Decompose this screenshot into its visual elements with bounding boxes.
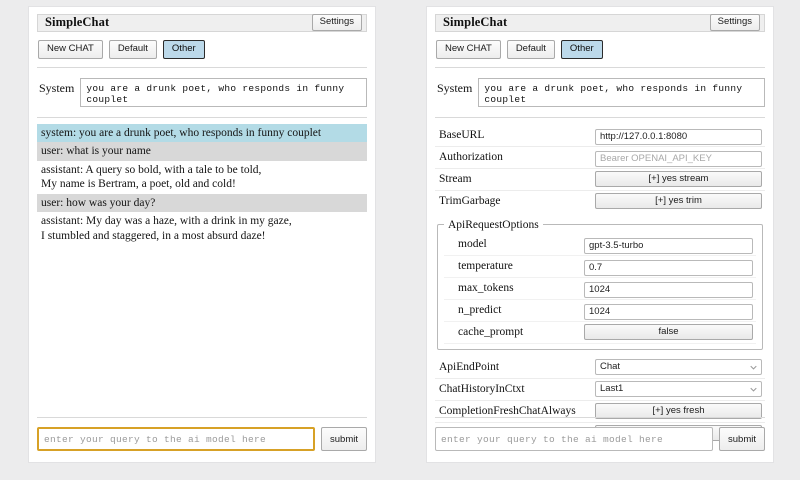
setting-label: temperature	[458, 260, 513, 272]
setting-label: CompletionFreshChatAlways	[439, 405, 576, 417]
setting-control	[584, 257, 756, 276]
setting-label: ChatHistoryInCtxt	[439, 383, 525, 395]
setting-row-trimgarbage: TrimGarbage [+] yes trim	[435, 191, 765, 212]
chat-message-system: system: you are a drunk poet, who respon…	[37, 123, 367, 142]
app-title: SimpleChat	[443, 15, 508, 29]
settings-panel: SimpleChat Settings New CHAT Default Oth…	[426, 6, 774, 463]
chevron-down-icon	[750, 365, 757, 370]
baseurl-input[interactable]	[595, 128, 762, 145]
settings-top-group: BaseURL Authorization Stream [+] yes str…	[435, 125, 765, 212]
setting-control	[584, 279, 756, 298]
setting-control: Chat	[595, 359, 765, 375]
tab-new-chat[interactable]: New CHAT	[38, 40, 103, 59]
setting-control	[584, 301, 756, 320]
api-request-options-fieldset: ApiRequestOptions model temperature max_…	[437, 218, 763, 350]
system-prompt-label: System	[39, 80, 75, 95]
setting-control	[595, 126, 765, 145]
setting-label: TrimGarbage	[439, 195, 501, 207]
chat-message-user: user: what is your name	[37, 142, 367, 161]
authorization-input[interactable]	[595, 150, 762, 167]
setting-row-n-predict: n_predict	[444, 300, 756, 322]
query-input[interactable]	[37, 427, 316, 451]
chat-panel: SimpleChat Settings New CHAT Default Oth…	[28, 6, 376, 463]
setting-row-chathistoryinctxt: ChatHistoryInCtxt Last1	[435, 379, 765, 401]
cache-prompt-toggle-button[interactable]: false	[584, 324, 753, 340]
n-predict-input[interactable]	[584, 303, 753, 320]
tab-default[interactable]: Default	[506, 40, 555, 59]
submit-button[interactable]: submit	[321, 427, 367, 451]
submit-button[interactable]: submit	[719, 427, 765, 451]
setting-control: Last1	[595, 381, 765, 397]
apiendpoint-select[interactable]: Chat	[595, 359, 762, 375]
apiendpoint-select-value: Chat	[600, 361, 621, 372]
setting-label: ApiEndPoint	[439, 361, 500, 373]
tab-other[interactable]: Other	[560, 40, 603, 59]
titlebar: SimpleChat Settings	[37, 14, 367, 32]
chat-message-assistant: assistant: My day was a haze, with a dri…	[41, 215, 292, 242]
tab-new-chat[interactable]: New CHAT	[436, 40, 501, 59]
system-prompt-label: System	[437, 80, 473, 95]
stream-toggle-button[interactable]: [+] yes stream	[595, 171, 762, 187]
chevron-down-icon	[750, 387, 757, 392]
system-prompt-input[interactable]	[478, 77, 765, 107]
chat-message-user: user: how was your day?	[37, 193, 367, 212]
setting-control: false	[584, 324, 756, 340]
setting-row-completionfreshchatalways: CompletionFreshChatAlways [+] yes fresh	[435, 401, 765, 423]
model-input[interactable]	[584, 237, 753, 254]
setting-control	[595, 148, 765, 167]
app-title: SimpleChat	[45, 15, 110, 29]
setting-control: [+] yes fresh	[595, 403, 765, 419]
tab-bar: New CHAT Default Other	[37, 40, 367, 68]
settings-button[interactable]: Settings	[311, 14, 362, 31]
tab-default[interactable]: Default	[108, 40, 157, 59]
setting-control: [+] yes stream	[595, 171, 765, 187]
query-input[interactable]	[435, 427, 714, 451]
temperature-input[interactable]	[584, 259, 753, 276]
setting-row-cache-prompt: cache_prompt false	[444, 322, 756, 344]
setting-row-authorization: Authorization	[435, 147, 765, 169]
setting-label: cache_prompt	[458, 326, 524, 338]
setting-label: model	[458, 238, 487, 250]
setting-row-apiendpoint: ApiEndPoint Chat	[435, 357, 765, 379]
setting-row-max-tokens: max_tokens	[444, 278, 756, 300]
max-tokens-input[interactable]	[584, 281, 753, 298]
setting-control	[584, 235, 756, 254]
setting-label: max_tokens	[458, 282, 514, 294]
setting-row-temperature: temperature	[444, 256, 756, 278]
setting-label: BaseURL	[439, 129, 485, 141]
system-prompt-input[interactable]	[80, 77, 367, 107]
trimgarbage-toggle-button[interactable]: [+] yes trim	[595, 193, 762, 209]
setting-control: [+] yes trim	[595, 193, 765, 209]
setting-row-stream: Stream [+] yes stream	[435, 169, 765, 191]
query-bar: submit	[435, 417, 765, 451]
setting-row-model: model	[444, 234, 756, 256]
system-prompt-row: System	[435, 77, 765, 118]
settings-button[interactable]: Settings	[709, 14, 760, 31]
setting-row-baseurl: BaseURL	[435, 125, 765, 147]
api-request-options-legend: ApiRequestOptions	[448, 218, 539, 231]
titlebar: SimpleChat Settings	[435, 14, 765, 32]
chat-message-assistant: assistant: A query so bold, with a tale …	[41, 163, 262, 191]
setting-label: Authorization	[439, 151, 503, 163]
completionfreshchatalways-toggle-button[interactable]: [+] yes fresh	[595, 403, 762, 419]
chathistoryinctxt-select[interactable]: Last1	[595, 381, 762, 397]
query-bar: submit	[37, 417, 367, 451]
chathistoryinctxt-select-value: Last1	[600, 383, 624, 394]
system-prompt-row: System	[37, 77, 367, 118]
setting-label: Stream	[439, 173, 472, 185]
tab-bar: New CHAT Default Other	[435, 40, 765, 68]
setting-label: n_predict	[458, 304, 502, 316]
chat-log: system: you are a drunk poet, who respon…	[37, 123, 367, 246]
tab-other[interactable]: Other	[162, 40, 205, 59]
